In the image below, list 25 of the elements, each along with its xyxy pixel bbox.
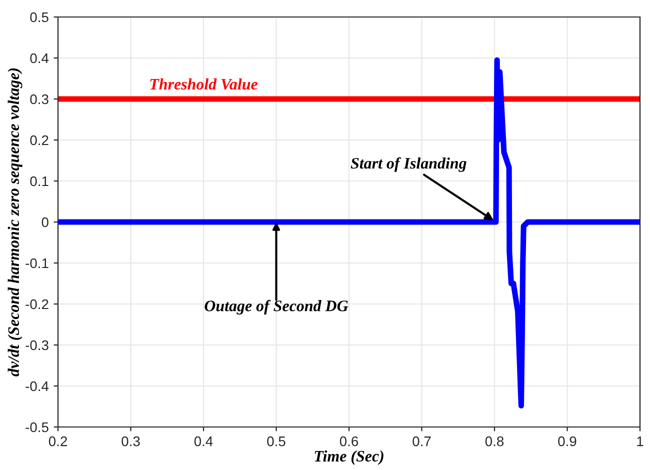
y-tick-label: -0.1 — [26, 258, 48, 268]
annotation: Start of Islanding — [350, 157, 466, 172]
x-tick-label: 0.2 — [48, 436, 67, 446]
y-tick-label: 0.5 — [30, 12, 48, 22]
annotation: Outage of Second DG — [204, 300, 348, 315]
x-tick-label: 0.8 — [485, 436, 504, 446]
y-tick-label: -0.5 — [26, 422, 48, 432]
x-tick-label: 0.3 — [122, 436, 140, 446]
y-tick-label: 0.3 — [30, 94, 48, 104]
y-tick-label: 0.1 — [30, 176, 48, 186]
x-tick-label: 0.7 — [412, 436, 431, 446]
y-tick-label: 0 — [42, 217, 48, 228]
x-tick-label: 0.5 — [267, 436, 286, 446]
ref-line-label: Threshold Value — [150, 78, 258, 90]
y-tick-label: -0.2 — [26, 299, 48, 310]
x-tick-label: 1 — [637, 436, 644, 446]
y-tick-label: 0.2 — [30, 135, 48, 146]
y-tick-label: -0.4 — [26, 381, 49, 392]
y-tick-label: 0.4 — [30, 53, 49, 64]
y-tick-label: -0.3 — [26, 340, 48, 350]
y-axis-title: dv/dt (Second harmonic zero sequence voltage) — [8, 68, 22, 376]
x-axis-title: Time (Sec) — [314, 450, 384, 465]
x-tick-label: 0.4 — [194, 436, 213, 446]
x-tick-label: 0.9 — [558, 436, 576, 446]
x-tick-label: 0.6 — [340, 436, 358, 446]
